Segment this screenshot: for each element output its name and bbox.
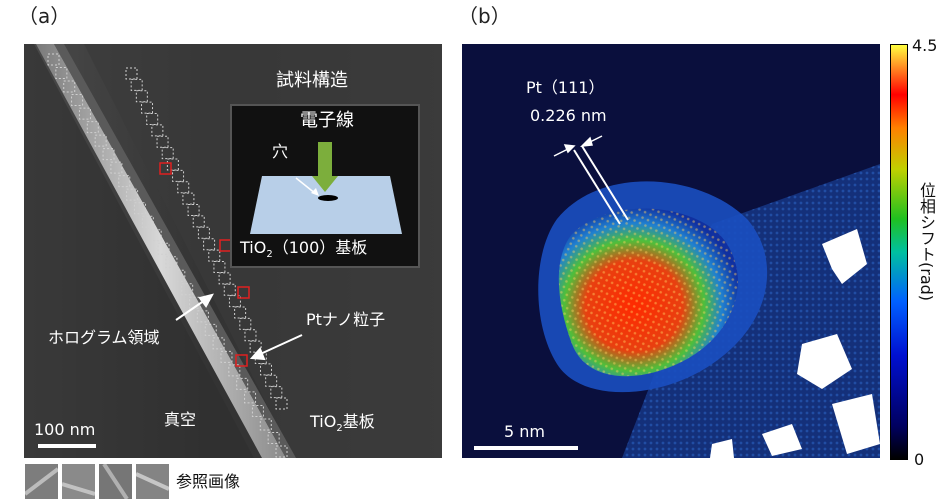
scale-bar-a-label: 100 nm (34, 420, 96, 439)
pt-nanoparticle-label: Ptナノ粒子 (306, 310, 386, 329)
hologram-box (275, 397, 288, 410)
hologram-box (265, 374, 278, 387)
hologram-box (259, 418, 272, 431)
hologram-box (223, 283, 236, 296)
scale-bar-b (474, 446, 578, 450)
hologram-box (118, 175, 131, 188)
hologram-box (102, 148, 115, 161)
hologram-box (182, 192, 195, 205)
hologram-box (197, 226, 210, 239)
hologram-box (275, 445, 288, 458)
hologram-box (251, 404, 264, 417)
reference-images-label: 参照画像 (176, 472, 241, 491)
hologram-box (236, 377, 249, 390)
vacuum-label: 真空 (164, 410, 197, 429)
lattice-spacing-marker (573, 145, 629, 225)
hologram-box (146, 113, 159, 126)
hologram-box (125, 67, 138, 80)
hologram-box (244, 329, 257, 342)
hologram-box (204, 323, 217, 336)
hologram-box (177, 181, 190, 194)
hologram-box (270, 386, 283, 399)
inset-drawing (250, 142, 402, 234)
hologram-box (110, 161, 123, 174)
phase-artifact-patches (710, 229, 880, 458)
hologram-box (228, 364, 241, 377)
hologram-box (157, 242, 170, 255)
hologram-box (165, 256, 178, 269)
hologram-box (47, 53, 60, 66)
lattice-arrows (553, 135, 603, 157)
colorbar-max-label: 4.5 (912, 36, 938, 55)
colorbar-axis-label: 位相シフト(rad) (917, 182, 936, 302)
hologram-box (234, 306, 247, 319)
hologram-box (181, 283, 194, 296)
inset-electron-beam-label: 電子線 (300, 110, 354, 131)
hologram-box (71, 94, 84, 107)
substrate-label: TiO2基板 (310, 412, 375, 435)
reference-image-3 (99, 464, 132, 499)
phase-colorbar (890, 44, 908, 460)
hologram-box (141, 101, 154, 114)
hologram-box (208, 249, 221, 262)
electron-beam-icon (318, 142, 332, 178)
hologram-box (220, 350, 233, 363)
lattice-plane-label: Pt（111） (526, 78, 605, 97)
hologram-box (63, 80, 76, 93)
hologram-box (156, 135, 169, 148)
reference-image-1 (25, 464, 58, 499)
hologram-box (192, 215, 205, 228)
hologram-box (244, 391, 257, 404)
hologram-box (130, 78, 143, 91)
hologram-box (213, 260, 226, 273)
phase-image-panel: Pt（111） 0.226 nm 5 nm (462, 44, 880, 458)
hologram-box (94, 134, 107, 147)
hologram-arrow (175, 293, 214, 321)
lattice-spacing-label: 0.226 nm (530, 106, 607, 125)
hologram-box (86, 121, 99, 134)
hologram-box (161, 147, 174, 160)
hologram-box (149, 229, 162, 242)
hologram-box (267, 431, 280, 444)
hologram-box (133, 202, 146, 215)
hologram-box (151, 124, 164, 137)
hologram-box (228, 295, 241, 308)
hologram-box (218, 272, 231, 285)
reference-image-4 (136, 464, 169, 499)
hologram-box (135, 90, 148, 103)
tem-image-panel: 電子線 穴 TiO2（100）基板 試料構造 ホログラム領域 Ptナノ粒子 真空… (24, 44, 442, 458)
inset-schematic: 電子線 穴 TiO2（100）基板 (230, 104, 420, 268)
hologram-box (203, 238, 216, 251)
hologram-box (239, 317, 252, 330)
hologram-box (78, 107, 91, 120)
panel-a-label: （a） (18, 4, 71, 28)
hologram-box (172, 169, 185, 182)
hologram-box (212, 337, 225, 350)
phase-image (462, 44, 880, 458)
hologram-box (55, 67, 68, 80)
scale-bar-b-label: 5 nm (504, 422, 545, 441)
pt-arrow (249, 334, 303, 361)
hologram-box (173, 269, 186, 282)
inset-substrate-label: TiO2（100）基板 (240, 238, 368, 261)
hologram-box (141, 215, 154, 228)
hologram-box (196, 310, 209, 323)
hologram-box (187, 204, 200, 217)
hologram-box (126, 188, 139, 201)
hologram-region-label: ホログラム領域 (48, 328, 160, 347)
scale-bar-a (38, 444, 96, 448)
sample-structure-title: 試料構造 (276, 70, 348, 91)
hologram-box (166, 158, 179, 171)
hologram-box (249, 340, 262, 353)
reference-image-2 (62, 464, 95, 499)
colorbar-min-label: 0 (914, 450, 925, 469)
hologram-box (259, 363, 272, 376)
hologram-region-markers (47, 53, 288, 458)
panel-b-label: （b） (458, 4, 511, 28)
inset-hole-label: 穴 (272, 142, 289, 161)
